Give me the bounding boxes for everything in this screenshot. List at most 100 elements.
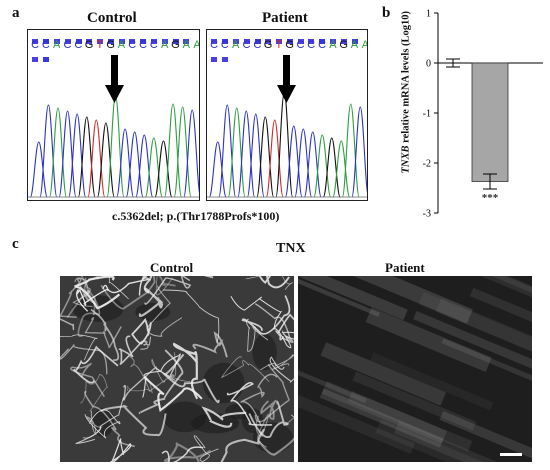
quality-box [276,39,283,44]
sequence-base: G [106,39,116,51]
trace-peak [87,119,106,198]
quality-box [340,39,347,44]
sequence-base: C [242,39,252,51]
quality-box [211,39,218,44]
trace-peak [68,113,87,198]
trace-peak [183,109,199,198]
sequence-base: C [63,39,73,51]
trace-peak [284,125,303,198]
control-quality-boxes [30,31,199,62]
trace-peak [77,116,96,198]
trace-peak [173,106,192,198]
sequence-base: C [128,39,137,51]
trace-peak [164,103,183,198]
quality-box [243,39,250,44]
sequence-base: A [360,39,367,51]
quality-box [222,57,229,62]
sequence-base: C [296,39,306,51]
chart-ylabel: TNXB relative mRNA levels (Log10) [400,10,412,174]
quality-box [118,39,125,44]
stain-label: TNX [276,241,306,256]
quality-box [222,39,229,44]
patient-arrow-icon [277,55,296,103]
trace-peak [237,110,256,198]
y-tick-label: -3 [423,209,431,220]
quality-box [32,39,39,44]
control-micrograph [60,276,294,462]
trace-peak [332,140,351,198]
quality-box [86,39,93,44]
control-sequence: CCACCGTGACCCAGAAC [30,39,199,51]
trace-peak [116,128,135,198]
y-tick-label: -2 [423,159,431,170]
sequence-base: C [307,39,316,51]
sequence-base: A [117,39,126,51]
control-title: Control [87,10,137,26]
sequence-base: T [275,39,283,51]
trace-peak [322,137,341,198]
control-chromatogram: CCACCGTGACCCAGAAC [27,29,200,201]
patient-sequence: CCACCGTGCCCAGAAC [209,39,367,51]
sequence-base: G [263,39,273,51]
panel-letter-c: c [12,236,19,252]
trace-peak [303,131,322,198]
quality-box [32,57,39,62]
quality-box [329,39,336,44]
patient-image-label: Patient [385,260,425,275]
trace-peak [208,141,227,198]
trace-peak [246,113,265,198]
quality-box [286,39,293,44]
patient-title: Patient [262,10,308,26]
quality-box [43,39,50,44]
panel-letter-a: a [12,5,20,21]
trace-peak [125,131,144,198]
trace-peak [48,107,67,198]
quality-box [150,39,157,44]
control-trace [28,95,199,198]
sequence-base: A [182,39,191,51]
sequence-base: G [171,39,181,51]
quality-box [97,39,104,44]
y-tick-label: 1 [426,9,431,20]
sequence-base: C [318,39,327,51]
sequence-base: A [329,39,338,51]
panel-letter-b: b [382,5,391,21]
patient-trace [207,92,367,198]
mutation-caption: c.5362del; p.(Thr1788Profs*100) [112,209,280,223]
sequence-base: C [31,39,40,51]
patient-micrograph [298,276,532,462]
sequence-base: A [53,39,61,51]
quality-box [232,39,239,44]
quality-box [129,39,136,44]
trace-peak [294,128,313,198]
patient-quality-boxes [209,31,367,62]
quality-box [75,39,82,44]
quality-box [161,39,168,44]
trace-peak [256,116,275,198]
control-image-label: Control [150,260,194,275]
sequence-base: A [350,39,359,51]
quality-box [53,39,60,44]
trace-peak [135,134,154,198]
sequence-base: C [149,39,159,51]
y-tick-label: -1 [423,109,431,120]
sequence-base: C [74,39,83,51]
sequence-base: A [192,39,199,51]
quality-box [43,57,50,62]
sequence-base: A [160,39,169,51]
trace-peak [144,137,163,198]
sequence-base: C [41,39,51,51]
sequence-base: C [253,39,262,51]
sequence-base: G [285,39,295,51]
quality-box [211,57,218,62]
control-arrow-icon [105,55,124,103]
significance-marker: *** [482,192,499,204]
y-tick-label: 0 [426,59,431,70]
sequence-base: G [84,39,94,51]
sequence-base: C [220,39,230,51]
sequence-base: A [232,39,240,51]
trace-peak [313,134,332,198]
trace-peak [351,106,367,198]
quality-box [140,39,147,44]
trace-peak [39,104,58,198]
